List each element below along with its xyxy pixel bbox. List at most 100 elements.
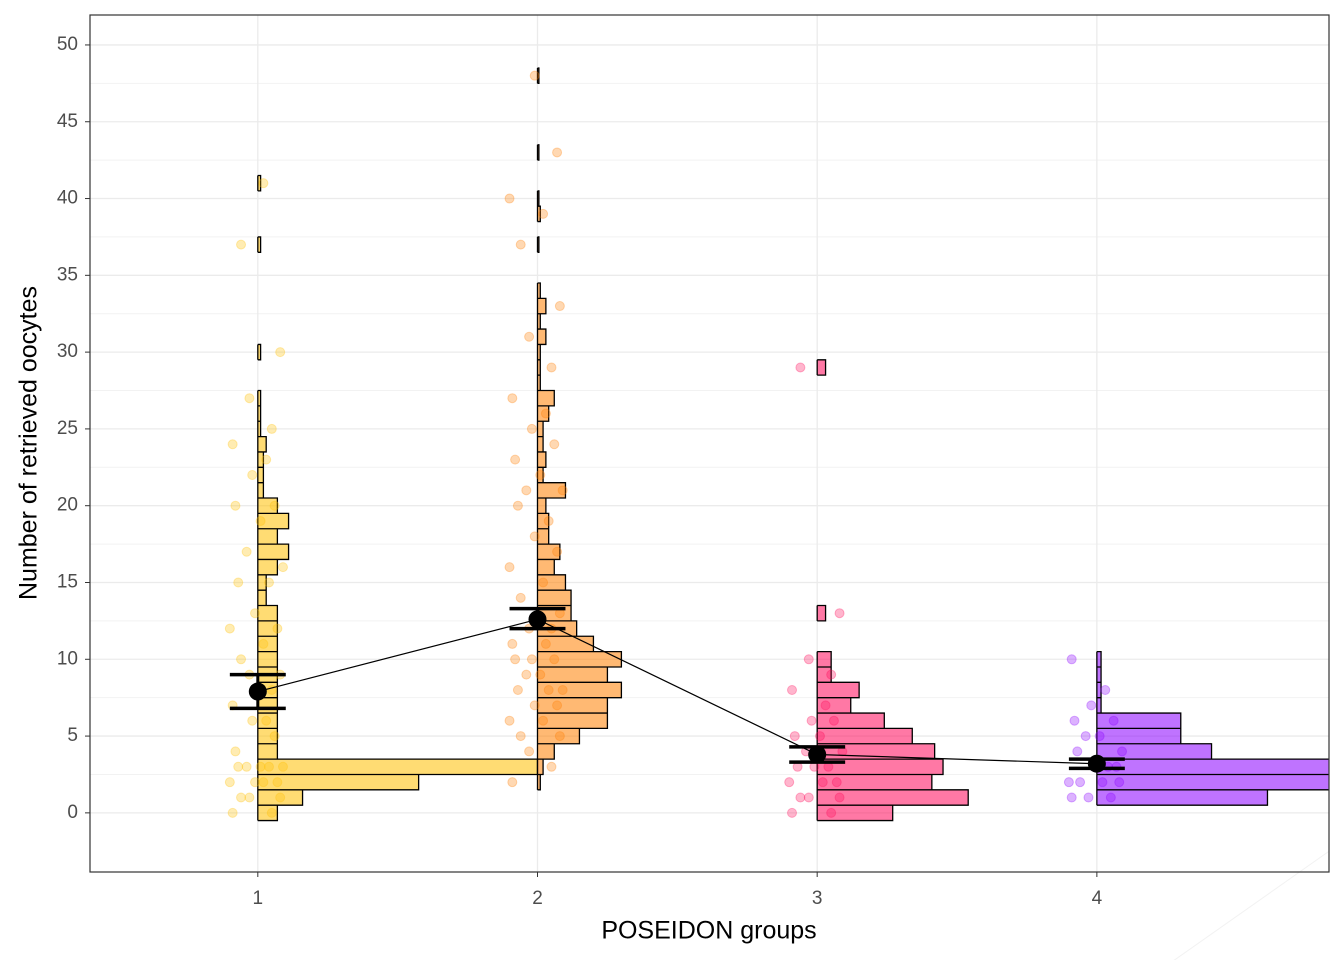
data-point <box>546 761 557 772</box>
histogram-bar <box>257 805 278 821</box>
histogram-bar <box>537 405 549 422</box>
mean-point <box>808 745 827 764</box>
histogram-bar <box>537 666 608 683</box>
histogram-bar <box>1096 651 1102 667</box>
histogram-bar <box>1096 682 1102 698</box>
x-tick-label: 4 <box>1092 888 1103 909</box>
histogram-bar <box>257 620 278 637</box>
data-point <box>512 685 523 696</box>
data-point <box>1086 700 1097 711</box>
histogram-bar <box>257 528 278 545</box>
axes: 0 5 10 15 20 25 30 35 40 45 50 1 2 3 4 <box>57 34 1103 909</box>
data-point <box>814 731 825 742</box>
histogram-bar <box>537 682 622 698</box>
y-tick-label: 0 <box>67 802 78 823</box>
histogram-bar <box>537 298 546 314</box>
data-point <box>507 638 518 649</box>
histogram-bar <box>257 421 261 437</box>
data-point <box>1094 731 1105 742</box>
data-point <box>1105 792 1116 803</box>
data-point <box>275 347 286 358</box>
data-point <box>552 700 563 711</box>
data-point <box>557 685 568 696</box>
data-point <box>236 239 247 250</box>
histogram-bar <box>537 344 541 360</box>
data-point <box>241 761 252 772</box>
data-point <box>510 454 521 465</box>
y-tick-label: 45 <box>57 111 78 132</box>
data-point <box>828 715 839 726</box>
data-point <box>250 777 261 788</box>
data-point <box>255 761 266 772</box>
histogram-bar <box>257 789 303 806</box>
data-point <box>244 792 255 803</box>
mean-point <box>528 610 547 629</box>
histogram-bar <box>257 774 419 790</box>
data-point <box>787 807 798 818</box>
data-point <box>784 777 795 788</box>
data-point <box>515 731 526 742</box>
x-tick-label: 1 <box>253 888 264 909</box>
data-point <box>224 623 235 634</box>
histogram-bar <box>537 329 546 345</box>
histogram-bar <box>537 283 541 299</box>
histogram-bar <box>257 743 278 760</box>
histogram-bar <box>817 805 893 821</box>
data-point <box>266 423 277 434</box>
data-point <box>543 685 554 696</box>
data-point <box>247 469 258 480</box>
data-point <box>834 608 845 619</box>
data-point <box>236 654 247 665</box>
histogram-bar <box>817 697 851 714</box>
data-point <box>521 485 532 496</box>
data-point <box>258 777 269 788</box>
histogram-bar <box>537 590 572 606</box>
histogram-bar <box>537 482 566 499</box>
data-point <box>826 807 837 818</box>
data-point <box>255 516 266 527</box>
histogram-bar <box>257 482 264 499</box>
histogram-bar <box>1096 713 1181 729</box>
y-tick-label: 20 <box>57 495 78 516</box>
data-point <box>535 669 546 680</box>
data-point <box>241 546 252 557</box>
x-tick-label: 2 <box>532 888 543 909</box>
data-point <box>261 715 272 726</box>
data-point <box>1075 777 1086 788</box>
mean-point <box>248 682 267 701</box>
data-point <box>1100 685 1111 696</box>
histogram-bar <box>257 390 261 406</box>
histogram-bar <box>817 728 913 744</box>
histogram-outline <box>1096 650 1329 806</box>
histogram-bar <box>537 144 539 161</box>
histogram-bar <box>257 513 289 529</box>
histogram-bar <box>537 651 622 667</box>
data-point <box>1097 777 1108 788</box>
data-point <box>540 408 551 419</box>
data-point <box>540 638 551 649</box>
histogram-bar <box>1096 728 1181 744</box>
data-point <box>1114 777 1125 788</box>
histogram-bar <box>537 421 544 437</box>
histogram-bar <box>257 728 278 744</box>
histogram-bar <box>257 559 278 575</box>
data-point <box>526 654 537 665</box>
mean-point <box>1087 754 1106 773</box>
histogram-bar <box>537 743 555 760</box>
y-tick-label: 25 <box>57 418 78 439</box>
data-point <box>795 362 806 373</box>
histogram-bar <box>537 206 541 222</box>
data-point <box>549 439 560 450</box>
data-point <box>269 731 280 742</box>
histogram-bar <box>537 774 541 790</box>
data-point <box>277 761 288 772</box>
data-point <box>803 654 814 665</box>
data-point <box>820 700 831 711</box>
histogram-bar <box>537 544 560 560</box>
y-tick-label: 10 <box>57 648 78 669</box>
data-point <box>277 562 288 573</box>
histogram-bar <box>817 713 885 729</box>
data-point <box>554 731 565 742</box>
